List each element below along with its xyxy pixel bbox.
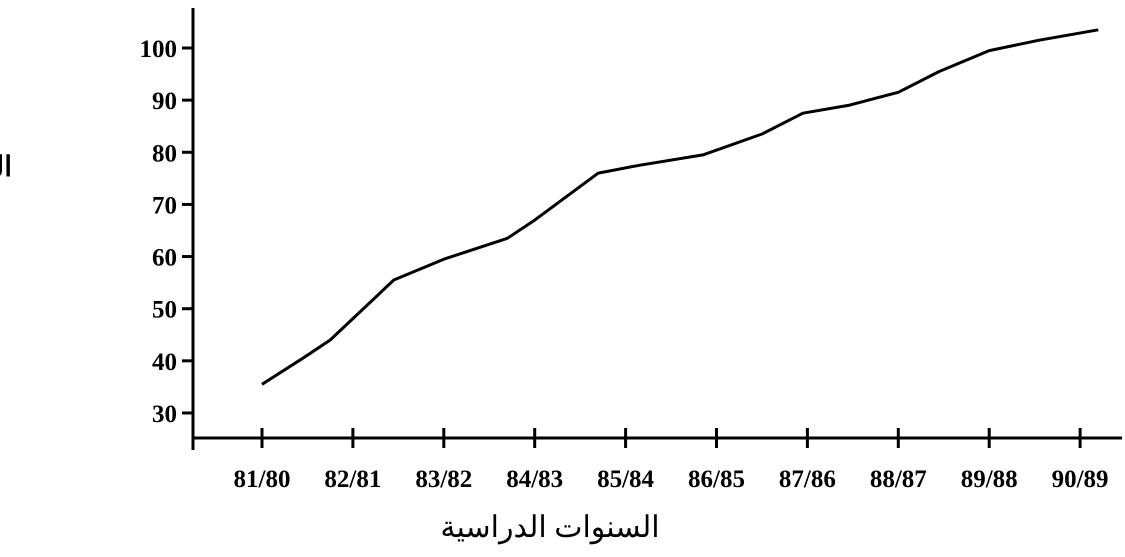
x-tick-label: 90/89: [1052, 466, 1109, 493]
x-ticks: 81/80 82/81 83/82 84/83 85/84 86/85 87/86 88/87…: [234, 428, 1109, 493]
x-tick-label: 87/86: [779, 466, 836, 493]
y-tick-label: 50: [152, 297, 177, 324]
x-tick-label: 81/80: [234, 466, 291, 493]
x-tick-label: 85/84: [597, 466, 654, 493]
x-tick-label: 88/87: [870, 466, 927, 493]
y-tick-label: 60: [152, 245, 177, 272]
series-line: [261, 28, 1099, 386]
x-tick-label: 82/81: [324, 466, 381, 493]
y-ticks: 30 40 50 60 70 80 90 100: [140, 36, 193, 428]
x-tick-label: 89/88: [961, 466, 1018, 493]
y-tick-label: 90: [152, 88, 177, 115]
y-tick-label: 80: [152, 140, 177, 167]
y-tick-label: 70: [152, 192, 177, 219]
x-tick-label: 86/85: [688, 466, 745, 493]
y-tick-label: 100: [140, 36, 178, 63]
y-tick-label: 40: [152, 349, 177, 376]
x-tick-label: 83/82: [415, 466, 472, 493]
y-tick-label: 30: [152, 401, 177, 428]
y-axis-label: الف طالب: [0, 152, 12, 183]
x-tick-label: 84/83: [506, 466, 563, 493]
x-axis-label: السنوات الدراسية: [440, 511, 659, 545]
